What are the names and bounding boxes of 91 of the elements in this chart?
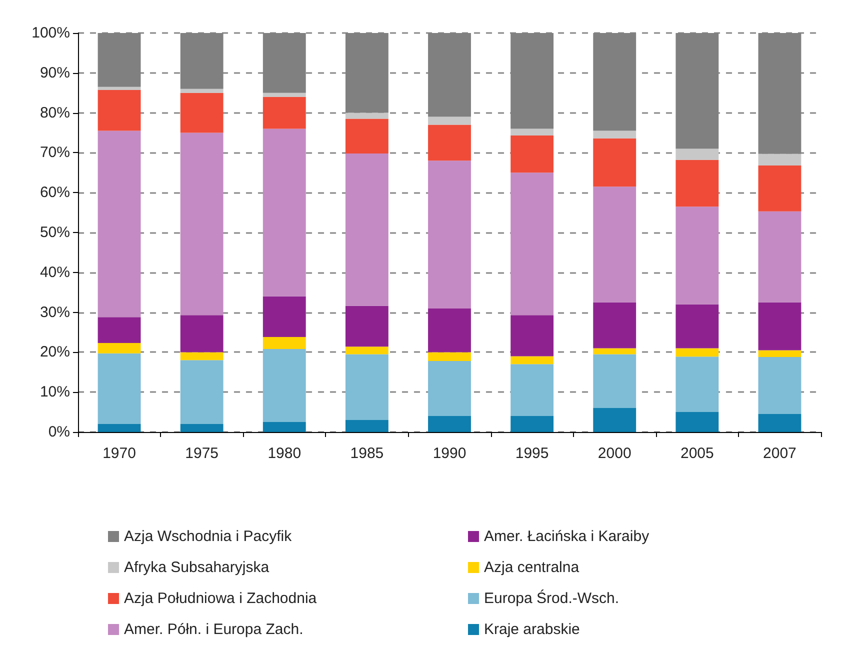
bar <box>180 352 224 360</box>
y-tick-label: 70% <box>40 144 70 162</box>
bar <box>180 424 224 432</box>
bar <box>428 124 471 161</box>
y-tick-label: 30% <box>40 304 70 321</box>
legend-label: Azja Wschodnia i Pacyfik <box>124 528 292 545</box>
bar <box>98 343 141 354</box>
bar <box>510 356 554 364</box>
bar <box>428 116 471 125</box>
x-tick-label: 2007 <box>763 445 796 462</box>
bar <box>758 154 802 166</box>
bar <box>593 302 636 348</box>
x-tick-label: 1970 <box>102 445 136 462</box>
x-tick-label: 1995 <box>515 445 549 462</box>
bar <box>758 414 802 432</box>
bar <box>593 186 636 302</box>
bar <box>98 86 141 90</box>
bar <box>262 96 306 129</box>
bar <box>345 154 388 306</box>
bar <box>98 317 141 344</box>
x-tick-label: 1975 <box>185 445 219 462</box>
x-tick-label: 1990 <box>432 445 466 462</box>
bar <box>98 130 141 318</box>
y-tick-label: 40% <box>40 264 70 281</box>
bar <box>758 302 802 350</box>
bar <box>345 306 388 347</box>
bar <box>262 128 306 296</box>
bar <box>510 315 554 356</box>
bar <box>593 348 636 354</box>
bar <box>510 364 554 416</box>
bar <box>262 349 306 422</box>
bar <box>428 416 471 432</box>
bar <box>180 88 224 93</box>
bar <box>345 112 388 119</box>
y-tick-label: 50% <box>40 224 70 241</box>
legend-label: Amer. Półn. i Europa Zach. <box>124 621 304 638</box>
legend-label: Azja Południowa i Zachodnia <box>124 590 318 607</box>
bar <box>345 346 388 354</box>
x-tick-label: 1985 <box>350 445 384 462</box>
bar <box>758 211 802 302</box>
bar <box>593 408 636 432</box>
bar <box>428 360 471 416</box>
y-tick-label: 100% <box>32 24 70 42</box>
legend-label: Kraje arabskie <box>484 621 580 638</box>
x-tick-label: 2000 <box>598 445 632 462</box>
bar <box>758 356 802 414</box>
bar <box>180 92 224 133</box>
x-tick-label: 2005 <box>680 445 714 462</box>
legend-label: Europa Środ.-Wsch. <box>484 589 620 607</box>
y-tick-label: 90% <box>40 64 70 82</box>
bar <box>676 348 719 357</box>
bar <box>98 353 141 424</box>
bar <box>510 128 554 136</box>
bar <box>98 424 141 432</box>
bar <box>262 337 306 350</box>
bar <box>345 420 388 432</box>
bar <box>510 136 554 173</box>
y-tick-label: 20% <box>40 344 70 361</box>
bar <box>593 138 636 187</box>
bar <box>676 356 719 412</box>
bar <box>262 296 306 338</box>
y-tick-label: 80% <box>40 104 70 122</box>
bar <box>593 130 636 138</box>
bar <box>676 160 719 207</box>
bar <box>180 315 224 352</box>
bar <box>262 92 306 97</box>
legend-label: Azja centralna <box>484 559 580 576</box>
y-tick-label: 0% <box>48 424 70 440</box>
bar <box>180 360 224 424</box>
bar <box>428 308 471 352</box>
bar <box>98 90 141 131</box>
y-tick-label: 60% <box>40 184 70 202</box>
bar <box>510 172 554 316</box>
bar <box>676 412 719 432</box>
legend-label: Amer. Łacińska i Karaiby <box>484 528 650 545</box>
bar <box>676 148 719 160</box>
bar <box>676 304 719 348</box>
bar <box>180 132 224 316</box>
bar <box>345 118 388 154</box>
bar <box>510 416 554 432</box>
bar <box>593 354 636 408</box>
legend-label: Afryka Subsaharyjska <box>124 559 270 576</box>
bar <box>345 354 388 420</box>
y-tick-label: 10% <box>40 384 70 401</box>
bar <box>428 352 471 361</box>
x-tick-label: 1980 <box>268 445 302 462</box>
bar <box>676 206 719 304</box>
bar <box>758 350 802 357</box>
bar <box>428 160 471 308</box>
bar <box>758 165 802 212</box>
bar <box>262 422 306 432</box>
